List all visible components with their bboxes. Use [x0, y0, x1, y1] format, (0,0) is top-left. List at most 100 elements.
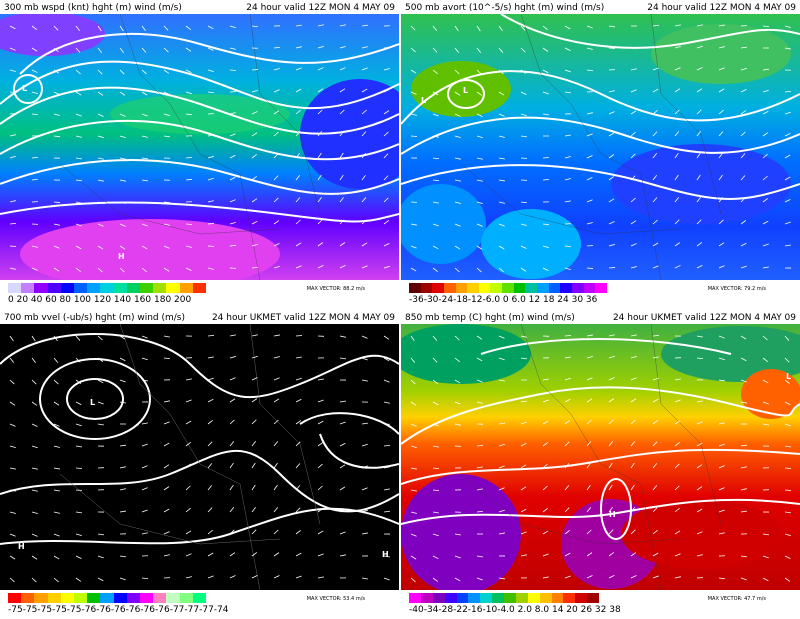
map-850mb — [401, 324, 800, 590]
wind-arrow — [229, 462, 234, 469]
wind-arrow — [361, 152, 366, 159]
wind-arrow — [163, 421, 170, 425]
wind-arrow — [273, 398, 280, 403]
wind-arrow — [295, 131, 301, 137]
wind-arrow — [718, 131, 724, 137]
wind-arrow — [207, 177, 214, 181]
wind-arrow — [762, 89, 769, 93]
wind-arrow — [361, 24, 368, 27]
wind-arrow — [608, 111, 615, 115]
wind-arrow — [31, 335, 36, 342]
wind-arrow — [520, 47, 526, 53]
wind-arrow — [383, 220, 390, 225]
wind-arrow — [432, 69, 438, 75]
wind-arrow — [317, 530, 324, 535]
wind-arrow — [9, 533, 16, 537]
wind-arrow — [498, 422, 505, 425]
wind-arrow — [784, 357, 790, 363]
wind-arrow — [295, 24, 302, 27]
wind-arrow — [652, 131, 658, 137]
wind-arrow — [630, 220, 637, 225]
wind-arrow — [273, 153, 279, 159]
wind-arrow — [361, 219, 367, 225]
wind-arrow — [141, 179, 148, 182]
wind-arrow — [317, 131, 323, 137]
wind-arrow — [163, 267, 170, 272]
wind-arrow — [476, 357, 483, 362]
wind-arrow — [361, 131, 367, 137]
wind-arrow — [652, 88, 659, 93]
wind-arrow — [476, 466, 483, 469]
wind-arrow — [361, 577, 368, 580]
wind-arrow — [784, 445, 791, 448]
wind-arrow — [295, 529, 301, 535]
wind-arrow — [696, 265, 703, 269]
wind-arrow — [784, 221, 791, 225]
wind-arrow — [608, 574, 615, 579]
wind-arrow — [251, 355, 258, 359]
wind-arrow — [542, 553, 549, 557]
wind-arrow — [31, 467, 38, 470]
wind-arrow — [564, 200, 571, 203]
wind-arrow — [696, 174, 701, 181]
wind-arrow — [520, 531, 527, 535]
wind-arrow — [498, 245, 505, 250]
wind-arrow — [163, 554, 170, 557]
wind-arrow — [31, 69, 38, 73]
wind-arrow — [784, 154, 791, 159]
wind-arrow — [207, 529, 213, 535]
wind-arrow — [97, 357, 104, 362]
wind-arrow — [361, 532, 368, 535]
wind-arrow — [317, 152, 322, 159]
wind-arrow — [273, 484, 278, 491]
max-vector: MAX VECTOR: 79.2 m/s — [707, 286, 766, 292]
wind-arrow — [97, 223, 104, 227]
wind-arrow — [53, 335, 58, 342]
colorbar — [8, 283, 207, 293]
wind-arrow — [207, 155, 214, 159]
wind-arrow — [784, 244, 791, 247]
wind-arrow — [295, 46, 302, 49]
wind-arrow — [476, 201, 483, 204]
wind-arrow — [410, 223, 417, 226]
wind-arrow — [586, 529, 592, 535]
wind-arrow — [9, 577, 15, 583]
wind-arrow — [564, 441, 570, 447]
wind-arrow — [229, 334, 236, 337]
low-pressure-label: L — [22, 84, 28, 93]
wind-arrow — [163, 442, 170, 447]
wind-arrow — [432, 245, 439, 250]
wind-arrow — [696, 531, 703, 535]
wind-arrow — [75, 25, 80, 32]
wind-arrow — [163, 69, 170, 74]
wind-arrow — [432, 267, 438, 272]
wind-arrow — [586, 377, 593, 381]
colorbar-swatch — [87, 283, 101, 293]
wind-arrow — [9, 401, 16, 406]
wind-arrow — [53, 267, 60, 272]
wind-arrow — [784, 423, 791, 427]
wind-arrow — [586, 334, 593, 337]
colorbar-swatch — [126, 283, 141, 293]
wind-arrow — [119, 179, 126, 182]
wind-arrow — [119, 135, 126, 139]
wind-arrow — [674, 378, 681, 381]
wind-arrow — [273, 89, 280, 93]
wind-arrow — [31, 555, 38, 560]
wind-arrow — [652, 356, 659, 359]
wind-arrow — [674, 265, 681, 269]
colorbar-swatch — [166, 593, 180, 603]
colorbar-swatch — [548, 283, 561, 293]
wind-arrow — [361, 88, 368, 93]
wind-arrow — [273, 110, 280, 115]
panel-title: 700 mb vvel (-ub/s) hght (m) wind (m/s) — [4, 313, 186, 323]
wind-arrow — [630, 153, 636, 159]
wind-arrow — [119, 401, 126, 404]
wind-arrow — [718, 109, 724, 115]
wind-arrow — [383, 357, 390, 362]
wind-arrow — [119, 555, 126, 558]
colorbar-swatch — [504, 593, 516, 603]
colorbar-swatch — [179, 593, 193, 603]
wind-arrow — [696, 486, 703, 491]
wind-arrow — [432, 335, 438, 341]
